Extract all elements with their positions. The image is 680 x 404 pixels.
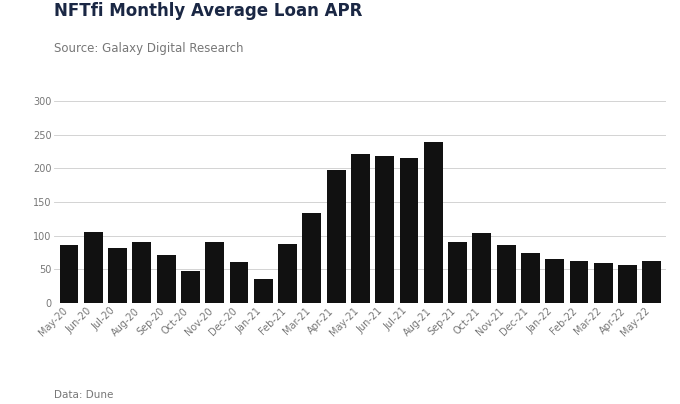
Text: NFTfi Monthly Average Loan APR: NFTfi Monthly Average Loan APR — [54, 2, 362, 20]
Bar — [448, 242, 467, 303]
Bar — [375, 156, 394, 303]
Text: Data: Dune: Data: Dune — [54, 390, 114, 400]
Bar — [133, 242, 151, 303]
Bar — [545, 259, 564, 303]
Bar — [278, 244, 297, 303]
Bar — [473, 233, 491, 303]
Bar — [60, 245, 78, 303]
Bar — [84, 232, 103, 303]
Bar — [254, 279, 273, 303]
Bar — [400, 158, 418, 303]
Bar — [303, 213, 321, 303]
Bar — [570, 261, 588, 303]
Bar — [230, 262, 248, 303]
Bar — [643, 261, 661, 303]
Bar — [521, 252, 540, 303]
Bar — [108, 248, 127, 303]
Bar — [618, 265, 637, 303]
Bar — [156, 255, 175, 303]
Bar — [424, 142, 443, 303]
Bar — [205, 242, 224, 303]
Bar — [326, 170, 345, 303]
Bar — [594, 263, 613, 303]
Bar — [496, 245, 515, 303]
Bar — [181, 271, 200, 303]
Bar — [351, 154, 370, 303]
Text: Source: Galaxy Digital Research: Source: Galaxy Digital Research — [54, 42, 244, 55]
